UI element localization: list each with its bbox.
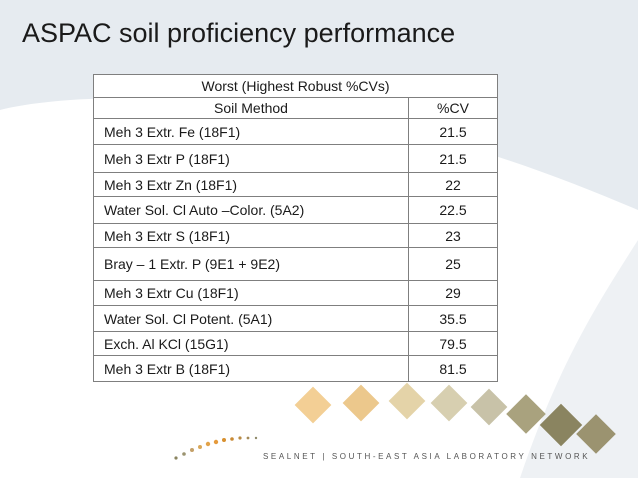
diamond-shape: [430, 384, 468, 422]
cv-table: Worst (Highest Robust %CVs) Soil Method …: [93, 74, 498, 382]
table-row: Meh 3 Extr S (18F1) 23: [93, 223, 498, 248]
method-cell: Water Sol. Cl Potent. (5A1): [93, 305, 409, 332]
sealnet-logo-icon: [174, 436, 258, 460]
method-cell: Water Sol. Cl Auto –Color. (5A2): [93, 196, 409, 224]
method-cell: Meh 3 Extr Cu (18F1): [93, 280, 409, 306]
cv-cell: 21.5: [408, 118, 498, 145]
cv-cell: 79.5: [408, 331, 498, 356]
diamond-shape: [576, 414, 616, 454]
table-row: Meh 3 Extr Zn (18F1) 22: [93, 172, 498, 197]
table-row: Water Sol. Cl Auto –Color. (5A2) 22.5: [93, 196, 498, 224]
cv-cell: 23: [408, 223, 498, 248]
method-cell: Meh 3 Extr Zn (18F1): [93, 172, 409, 197]
table-caption: Worst (Highest Robust %CVs): [93, 74, 498, 98]
cv-cell: 22: [408, 172, 498, 197]
table-row: Exch. Al KCl (15G1) 79.5: [93, 331, 498, 356]
column-header-method: Soil Method: [93, 97, 409, 119]
method-cell: Meh 3 Extr S (18F1): [93, 223, 409, 248]
decorative-diamonds: [294, 382, 616, 454]
table-row: Meh 3 Extr B (18F1) 81.5: [93, 355, 498, 382]
diamond-shape: [388, 382, 426, 420]
method-cell: Meh 3 Extr B (18F1): [93, 355, 409, 382]
cv-cell: 21.5: [408, 144, 498, 173]
network-tagline: SEALNET | SOUTH-EAST ASIA LABORATORY NET…: [263, 452, 591, 461]
diamond-shape: [506, 394, 546, 434]
cv-cell: 35.5: [408, 305, 498, 332]
diamond-shape: [470, 388, 508, 426]
diamond-shape: [342, 384, 380, 422]
method-cell: Meh 3 Extr P (18F1): [93, 144, 409, 173]
table-row: Meh 3 Extr P (18F1) 21.5: [93, 144, 498, 173]
cv-cell: 29: [408, 280, 498, 306]
method-cell: Meh 3 Extr. Fe (18F1): [93, 118, 409, 145]
column-header-cv: %CV: [408, 97, 498, 119]
table-row: Water Sol. Cl Potent. (5A1) 35.5: [93, 305, 498, 332]
table-row: Meh 3 Extr Cu (18F1) 29: [93, 280, 498, 306]
diamond-shape: [539, 403, 583, 447]
cv-cell: 81.5: [408, 355, 498, 382]
slide-title: ASPAC soil proficiency performance: [22, 18, 456, 48]
cv-cell: 25: [408, 247, 498, 281]
method-cell: Bray – 1 Extr. P (9E1 + 9E2): [93, 247, 409, 281]
diamond-shape: [294, 386, 332, 424]
table-row: Bray – 1 Extr. P (9E1 + 9E2) 25: [93, 247, 498, 281]
method-cell: Exch. Al KCl (15G1): [93, 331, 409, 356]
table-row: Meh 3 Extr. Fe (18F1) 21.5: [93, 118, 498, 145]
cv-cell: 22.5: [408, 196, 498, 224]
